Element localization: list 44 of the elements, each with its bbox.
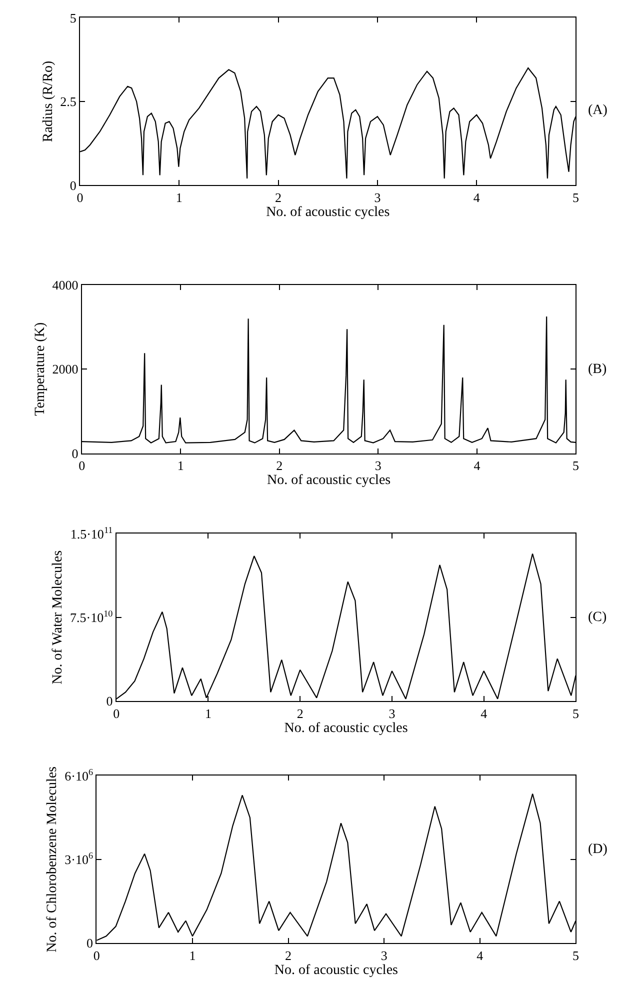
- x-axis-title: No. of acoustic cycles: [266, 205, 390, 220]
- y-tick-label: 7.5·10$^{10}$: [70, 608, 114, 625]
- y-tick-label: 5: [70, 10, 76, 26]
- y-tick-label: 2000: [52, 362, 78, 377]
- y-tick-label: 6·10$^{6}$: [64, 766, 94, 784]
- x-axis-title: No. of acoustic cycles: [284, 721, 408, 736]
- y-tick-label: 0: [106, 694, 113, 709]
- text: (B): [588, 362, 607, 377]
- x-tick-label: 3: [374, 190, 381, 205]
- y-tick-label: 3·10$^{6}$: [64, 850, 94, 867]
- y-tick-label: 0: [70, 178, 76, 193]
- x-tick-label: 4: [473, 190, 480, 205]
- text: (A): [588, 103, 608, 118]
- x-tick-label: 2: [285, 948, 292, 963]
- y-axis-title: No. of Water Molecules: [50, 550, 66, 684]
- x-tick-label: 1: [204, 706, 212, 721]
- x-tick-label: 4: [476, 948, 484, 963]
- x-tick-label: 1: [177, 458, 184, 473]
- y-axis-title: Temperature (K): [32, 322, 48, 416]
- x-tick-label: 5: [572, 948, 579, 963]
- y-tick-label: 4000: [52, 277, 78, 292]
- x-tick-label: 5: [572, 458, 579, 473]
- y-axis-title: Radius (R/Ro): [40, 60, 56, 142]
- y-tick-label: 0: [86, 936, 94, 951]
- x-tick-label: 3: [388, 706, 396, 721]
- y-tick-label: 0: [72, 446, 78, 461]
- x-tick-label: 4: [480, 706, 488, 721]
- x-axis-title: No. of acoustic cycles: [266, 473, 391, 488]
- x-tick-label: 5: [572, 190, 579, 205]
- y-axis-title: No. of Chlorobenzene Molecules: [45, 766, 60, 952]
- x-tick-label: 1: [189, 948, 196, 963]
- y-tick-label: 2.5: [60, 94, 76, 110]
- x-tick-label: 1: [176, 190, 182, 205]
- x-tick-label: 2: [275, 190, 282, 205]
- y-tick-label: 1.5·10$^{11}$: [70, 524, 113, 542]
- x-tick-label: 2: [276, 458, 283, 473]
- text: (C): [588, 610, 607, 625]
- x-tick-label: 3: [380, 948, 388, 963]
- x-axis-title: No. of acoustic cycles: [274, 963, 398, 978]
- text: (D): [588, 842, 608, 857]
- x-tick-label: 2: [296, 706, 304, 721]
- x-tick-label: 4: [474, 458, 481, 473]
- x-tick-label: 5: [572, 706, 579, 721]
- x-tick-label: 3: [374, 458, 382, 473]
